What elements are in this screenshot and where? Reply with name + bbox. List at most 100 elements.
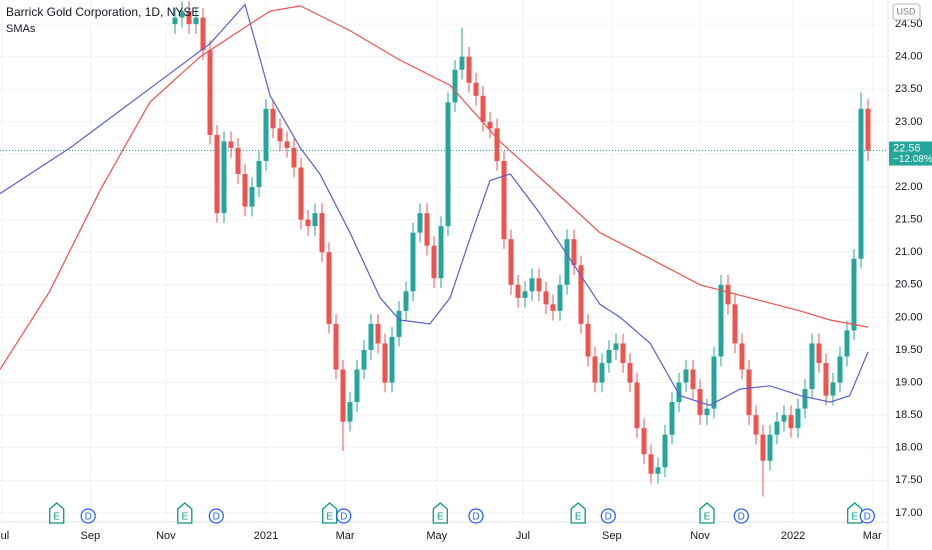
- candle-body: [270, 108, 276, 129]
- candle-body: [193, 17, 199, 25]
- event-label: E: [53, 512, 60, 523]
- candle-body: [403, 291, 409, 311]
- event-label: E: [704, 512, 711, 523]
- candle-body: [837, 356, 843, 383]
- candle-body: [501, 160, 507, 240]
- y-tick-label: 19.50: [895, 344, 923, 356]
- candle-body: [816, 343, 822, 363]
- candle-body: [592, 356, 598, 383]
- plot-area: [0, 0, 888, 522]
- x-tick-label: May: [426, 530, 447, 542]
- candle-body: [417, 213, 423, 233]
- candle-body: [298, 167, 304, 220]
- x-tick-label: Sep: [81, 530, 101, 542]
- event-label: E: [851, 512, 858, 523]
- candle-body: [207, 50, 213, 135]
- candle-body: [172, 17, 178, 25]
- candle-body: [704, 408, 710, 416]
- candle-body: [809, 343, 815, 390]
- candle-body: [627, 362, 633, 383]
- candle-body: [683, 369, 689, 383]
- dividend-marker: [733, 508, 749, 524]
- y-tick-label: 23.50: [895, 83, 923, 95]
- candle-body: [655, 467, 661, 474]
- candle-body: [858, 108, 864, 259]
- candle-body: [214, 134, 220, 214]
- candle-body: [641, 428, 647, 455]
- candle-body: [732, 304, 738, 344]
- candle-body: [823, 362, 829, 396]
- currency-label: USD: [896, 6, 916, 16]
- candle-body: [676, 382, 682, 403]
- candle-body: [179, 11, 185, 18]
- candle-body: [361, 349, 367, 370]
- event-label: E: [437, 512, 444, 523]
- candle-body: [291, 147, 297, 168]
- candle-body: [522, 291, 528, 298]
- dividend-marker: [468, 508, 484, 524]
- currency-box: [892, 3, 921, 21]
- x-tick-label: 2022: [781, 530, 805, 542]
- event-label: E: [575, 512, 582, 523]
- candle-body: [529, 278, 535, 292]
- candle-body: [242, 174, 248, 207]
- candle-body: [487, 121, 493, 129]
- y-tick-label: 22.00: [895, 181, 923, 193]
- sma-line: [0, 5, 869, 370]
- event-label: D: [472, 512, 479, 523]
- candle-body: [249, 187, 255, 207]
- candle-body: [851, 258, 857, 331]
- candle-body: [277, 128, 283, 142]
- event-label: D: [85, 512, 92, 523]
- earnings-marker: [49, 502, 65, 524]
- candle-body: [802, 389, 808, 409]
- candle-body: [690, 369, 696, 390]
- candle-body: [788, 415, 794, 429]
- candle-body: [200, 17, 206, 51]
- candle-body: [620, 343, 626, 363]
- candle-body: [795, 408, 801, 429]
- earnings-marker: [699, 502, 715, 524]
- candle-body: [550, 304, 556, 311]
- candle-body: [375, 323, 381, 344]
- candle-body: [571, 239, 577, 266]
- candle-body: [739, 343, 745, 370]
- candle-body: [326, 252, 332, 324]
- candle-body: [830, 382, 836, 396]
- candle-body: [263, 108, 269, 161]
- candle-body: [312, 213, 318, 227]
- candle-body: [844, 330, 850, 357]
- candle-body: [424, 213, 430, 246]
- candle-body: [613, 343, 619, 350]
- dividend-marker: [208, 508, 224, 524]
- chart-title: Barrick Gold Corporation, 1D, NYSE: [6, 5, 199, 19]
- event-label: E: [181, 512, 188, 523]
- candle-body: [760, 434, 766, 461]
- candle-body: [368, 323, 374, 350]
- x-tick-label: Nov: [156, 530, 176, 542]
- y-tick-label: 18.50: [895, 409, 923, 421]
- candle-body: [438, 226, 444, 279]
- candle-body: [382, 343, 388, 383]
- candle-body: [319, 213, 325, 253]
- candle-body: [473, 82, 479, 96]
- candle-body: [431, 245, 437, 279]
- dividend-marker: [336, 508, 352, 524]
- candle-body: [284, 141, 290, 148]
- candle-body: [445, 102, 451, 227]
- candle-body: [354, 369, 360, 403]
- candle-body: [774, 421, 780, 435]
- y-tick-label: 18.00: [895, 442, 923, 454]
- dividend-marker: [859, 508, 875, 524]
- candle-body: [725, 284, 731, 305]
- candle-body: [767, 434, 773, 461]
- candle-body: [585, 323, 591, 357]
- candle-body: [557, 284, 563, 311]
- event-label: D: [213, 512, 220, 523]
- change-label: −12.08%: [893, 154, 932, 165]
- last-price-tag: [889, 141, 932, 166]
- candle-body: [606, 349, 612, 363]
- event-label: D: [738, 512, 745, 523]
